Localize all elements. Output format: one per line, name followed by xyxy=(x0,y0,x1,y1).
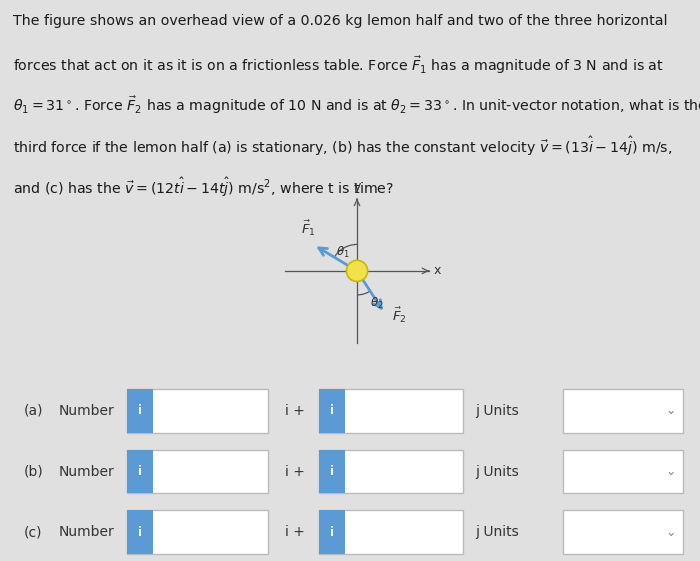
Text: i: i xyxy=(138,465,142,478)
Circle shape xyxy=(346,260,368,282)
Bar xyxy=(319,510,345,554)
Text: i +: i + xyxy=(285,525,304,539)
Text: $\vec{F}_2$: $\vec{F}_2$ xyxy=(392,306,407,325)
Text: and (c) has the $\vec{v} = (12t\hat{i} - 14t\hat{j})$ m/s$^2$, where t is time?: and (c) has the $\vec{v} = (12t\hat{i} -… xyxy=(13,176,393,199)
Text: i: i xyxy=(330,404,334,417)
Text: Number: Number xyxy=(58,404,114,418)
Text: i: i xyxy=(330,465,334,478)
Text: (b): (b) xyxy=(24,465,44,479)
Text: j Units: j Units xyxy=(475,404,519,418)
Bar xyxy=(127,389,153,433)
Bar xyxy=(127,449,267,494)
Bar xyxy=(319,449,345,494)
Text: $\theta_1$: $\theta_1$ xyxy=(335,245,349,260)
Text: $\theta_1 = 31^\circ$. Force $\vec{F}_{2}$ has a magnitude of 10 N and is at $\t: $\theta_1 = 31^\circ$. Force $\vec{F}_{2… xyxy=(13,95,700,117)
Bar xyxy=(563,510,682,554)
Bar xyxy=(563,389,682,433)
Bar xyxy=(319,449,463,494)
Text: i +: i + xyxy=(285,465,304,479)
Bar xyxy=(319,510,463,554)
Bar xyxy=(127,449,153,494)
Text: Number: Number xyxy=(58,465,114,479)
Text: i: i xyxy=(138,404,142,417)
Text: j Units: j Units xyxy=(475,525,519,539)
Text: ⌄: ⌄ xyxy=(665,465,676,478)
Text: (a): (a) xyxy=(24,404,43,418)
Text: i: i xyxy=(138,526,142,539)
Text: y: y xyxy=(354,180,360,193)
Bar xyxy=(319,389,345,433)
Text: $\vec{F}_1$: $\vec{F}_1$ xyxy=(300,218,315,238)
Text: The figure shows an overhead view of a 0.026 kg lemon half and two of the three : The figure shows an overhead view of a 0… xyxy=(13,14,667,28)
Text: x: x xyxy=(434,264,441,277)
Text: $\theta_2$: $\theta_2$ xyxy=(370,296,384,311)
Text: ⌄: ⌄ xyxy=(665,404,676,417)
Text: ⌄: ⌄ xyxy=(665,526,676,539)
Text: i +: i + xyxy=(285,404,304,418)
Text: i: i xyxy=(330,526,334,539)
Text: j Units: j Units xyxy=(475,465,519,479)
Text: forces that act on it as it is on a frictionless table. Force $\vec{F}_{1}$ has : forces that act on it as it is on a fric… xyxy=(13,54,664,76)
Text: (c): (c) xyxy=(24,525,43,539)
Bar xyxy=(563,449,682,494)
Text: third force if the lemon half (a) is stationary, (b) has the constant velocity $: third force if the lemon half (a) is sta… xyxy=(13,135,672,158)
Bar xyxy=(127,510,267,554)
Bar xyxy=(319,389,463,433)
Bar xyxy=(127,389,267,433)
Bar xyxy=(127,510,153,554)
Text: Number: Number xyxy=(58,525,114,539)
